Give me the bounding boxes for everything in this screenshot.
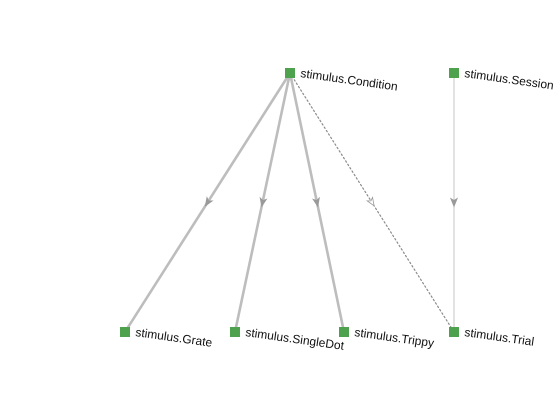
- edge-arrow-condition-grate: [204, 196, 214, 207]
- node-grate[interactable]: stimulus.Grate: [120, 325, 213, 350]
- nodes-layer: stimulus.Condition stimulus.Session stimul…: [120, 66, 555, 353]
- node-marker: [449, 68, 459, 78]
- node-session[interactable]: stimulus.Session: [449, 66, 555, 93]
- node-marker: [339, 327, 349, 337]
- node-label: stimulus.Condition: [300, 66, 399, 94]
- node-label: stimulus.Trippy: [354, 325, 435, 350]
- node-trippy[interactable]: stimulus.Trippy: [339, 325, 435, 350]
- node-marker: [120, 327, 130, 337]
- edge-arrow-condition-trippy: [312, 196, 320, 208]
- node-marker: [449, 327, 459, 337]
- node-marker: [230, 327, 240, 337]
- edge-arrow-condition-singledot: [259, 196, 268, 208]
- node-label: stimulus.SingleDot: [245, 325, 346, 353]
- node-label: stimulus.Trial: [464, 325, 535, 349]
- edges-layer: [123, 71, 459, 334]
- node-marker: [285, 68, 295, 78]
- node-label: stimulus.Grate: [135, 325, 214, 350]
- node-trial[interactable]: stimulus.Trial: [449, 325, 535, 349]
- node-label: stimulus.Session: [464, 66, 555, 92]
- node-condition[interactable]: stimulus.Condition: [285, 66, 399, 94]
- edge-arrow-session-trial: [449, 197, 459, 208]
- edge-arrow-condition-trial: [365, 196, 375, 207]
- node-singledot[interactable]: stimulus.SingleDot: [230, 325, 346, 353]
